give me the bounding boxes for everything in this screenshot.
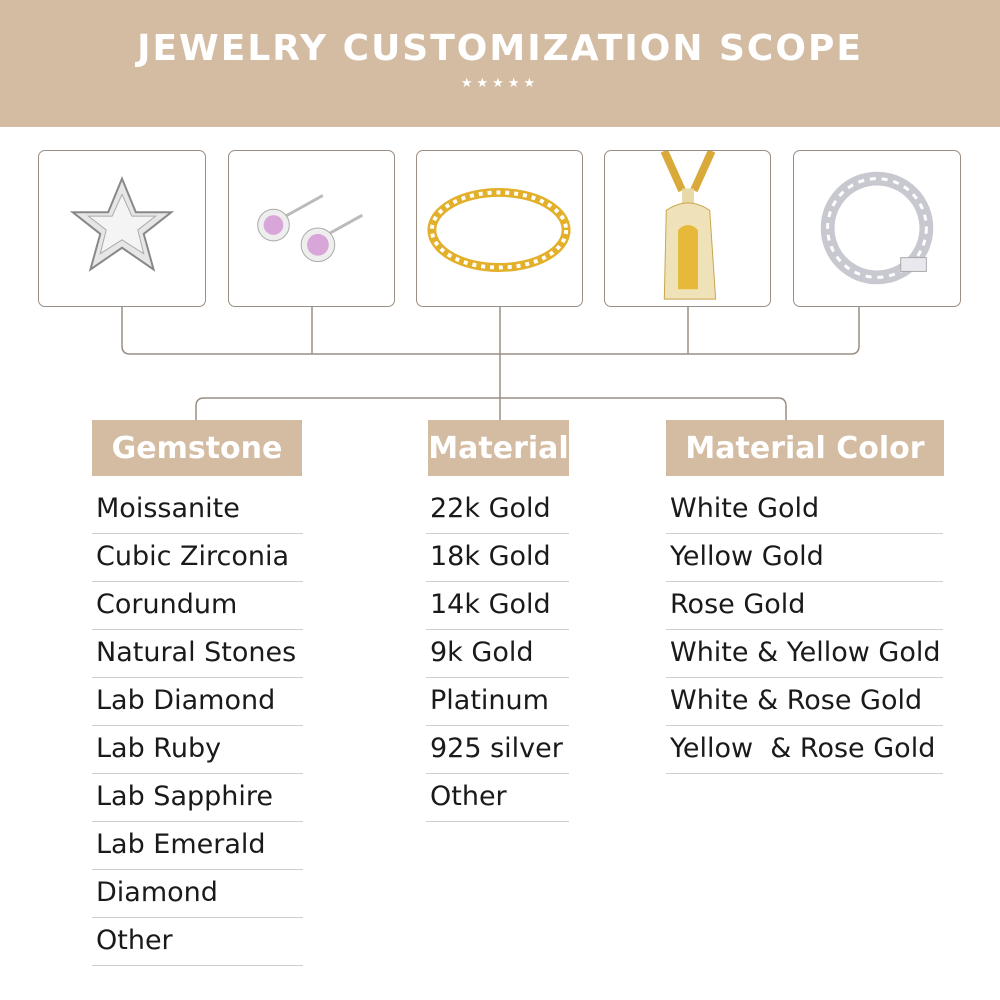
list-item: Diamond	[92, 870, 303, 918]
gemstone-header: Gemstone	[92, 420, 302, 476]
silver-cuban-chain-icon	[820, 171, 934, 285]
list-item: Natural Stones	[92, 630, 303, 678]
star-pendant-icon	[69, 176, 175, 272]
list-item: 22k Gold	[426, 486, 569, 534]
product-card-bracelet	[416, 150, 583, 307]
product-card-chain	[793, 150, 961, 307]
page-title: JEWELRY CUSTOMIZATION SCOPE	[137, 28, 863, 69]
stars-decoration: ★★★★★	[460, 76, 540, 91]
list-item: Lab Ruby	[92, 726, 303, 774]
material-list: 22k Gold 18k Gold 14k Gold 9k Gold Platinum 9…	[426, 486, 569, 822]
list-item: Rose Gold	[666, 582, 943, 630]
material-color-list: White Gold Yellow Gold Rose Gold White & Ye…	[666, 486, 943, 774]
material-header: Material	[428, 420, 569, 476]
product-card-earrings	[228, 150, 395, 307]
product-card-pendant	[604, 150, 771, 307]
list-item: Lab Emerald	[92, 822, 303, 870]
list-item: 18k Gold	[426, 534, 569, 582]
list-item: Platinum	[426, 678, 569, 726]
gemstone-list: Moissanite Cubic Zirconia Corundum Natural …	[92, 486, 303, 966]
list-item: 925 silver	[426, 726, 569, 774]
pink-stud-earrings-icon	[257, 194, 364, 263]
list-item: Lab Diamond	[92, 678, 303, 726]
product-card-star	[38, 150, 206, 307]
material-color-header: Material Color	[666, 420, 944, 476]
list-item: White & Rose Gold	[666, 678, 943, 726]
list-item: 14k Gold	[426, 582, 569, 630]
list-item: White Gold	[666, 486, 943, 534]
list-item: Corundum	[92, 582, 303, 630]
gold-tennis-bracelet-icon	[427, 188, 571, 272]
list-item: Other	[426, 774, 569, 822]
list-item: Lab Sapphire	[92, 774, 303, 822]
header-banner: JEWELRY CUSTOMIZATION SCOPE ★★★★★	[0, 0, 1000, 127]
list-item: Yellow & Rose Gold	[666, 726, 943, 774]
list-item: Moissanite	[92, 486, 303, 534]
list-item: Cubic Zirconia	[92, 534, 303, 582]
list-item: White & Yellow Gold	[666, 630, 943, 678]
jesus-pendant-icon	[660, 151, 717, 300]
list-item: 9k Gold	[426, 630, 569, 678]
list-item: Other	[92, 918, 303, 966]
list-item: Yellow Gold	[666, 534, 943, 582]
